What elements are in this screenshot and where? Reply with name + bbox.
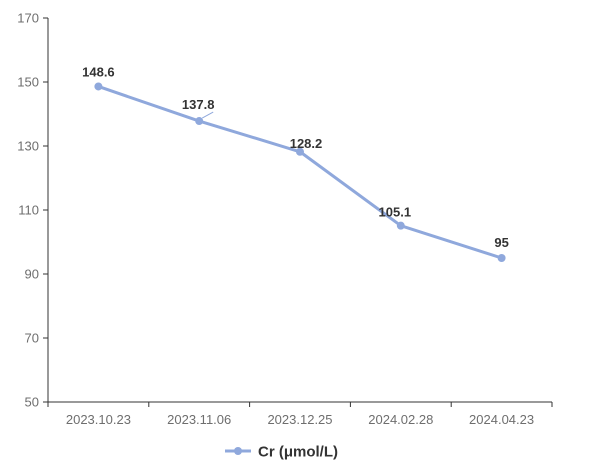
data-label: 128.2: [290, 136, 323, 151]
y-tick-label: 170: [17, 11, 39, 26]
y-tick-label: 130: [17, 139, 39, 154]
label-leader-line: [201, 111, 214, 119]
y-tick-label: 70: [25, 331, 39, 346]
legend-label: Cr (μmol/L): [258, 444, 338, 461]
data-label: 137.8: [182, 97, 215, 112]
x-axis: 2023.10.23 2023.11.06 2023.12.25 2024.02.28…: [47, 401, 553, 427]
y-tick-label: 150: [17, 75, 39, 90]
data-label: 95: [494, 235, 508, 250]
y-tick-label: 90: [25, 267, 39, 282]
data-point[interactable]: [195, 117, 204, 126]
data-point[interactable]: [396, 221, 405, 230]
x-tick-label: 2023.10.23: [66, 412, 131, 427]
legend[interactable]: Cr (μmol/L): [225, 444, 338, 461]
series-layer: 148.6 137.8 128.2 105.1 95: [82, 64, 509, 262]
x-tick-label: 2024.02.28: [368, 412, 433, 427]
data-point[interactable]: [296, 147, 304, 156]
y-tick-label: 50: [25, 395, 39, 410]
x-tick-label: 2024.04.23: [469, 412, 534, 427]
data-label: 105.1: [379, 205, 412, 220]
data-point[interactable]: [497, 254, 506, 262]
series-line: [96, 84, 504, 260]
y-tick-label: 110: [18, 203, 39, 218]
x-tick-label: 2023.11.06: [167, 412, 231, 427]
data-label: 148.6: [82, 64, 115, 79]
x-tick-label: 2023.12.25: [267, 412, 332, 427]
data-point[interactable]: [94, 82, 103, 91]
y-axis: 50 70 90 110 130 150 170: [17, 11, 49, 410]
legend-marker-icon: [234, 447, 242, 455]
